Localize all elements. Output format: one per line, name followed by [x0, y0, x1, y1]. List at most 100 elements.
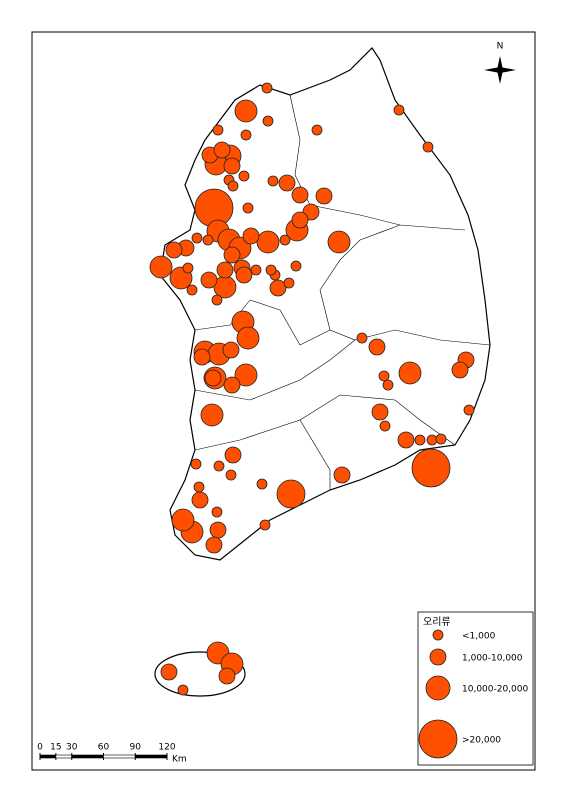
scale-segment	[55, 754, 73, 759]
occurrence-circle	[378, 370, 390, 382]
occurrence-circle	[200, 403, 224, 427]
occurrence-circle	[382, 379, 394, 391]
occurrence-circle	[371, 403, 389, 421]
occurrence-circle	[216, 261, 234, 279]
occurrence-circle	[398, 361, 422, 385]
occurrence-circle	[250, 264, 262, 276]
occurrence-circle	[283, 277, 295, 289]
occurrence-circle	[463, 404, 475, 416]
occurrence-circle	[149, 255, 173, 279]
occurrence-circle	[265, 264, 277, 276]
occurrence-circle	[191, 232, 203, 244]
occurrence-circle	[211, 294, 223, 306]
occurrence-circle	[222, 341, 240, 359]
occurrence-circle	[234, 99, 258, 123]
legend-label: 1,000-10,000	[462, 654, 523, 664]
occurrence-circle	[223, 246, 241, 264]
occurrence-circle	[160, 663, 178, 681]
occurrence-circle	[435, 433, 447, 445]
occurrence-circle	[259, 519, 271, 531]
scale-tick-label: 120	[158, 743, 175, 753]
occurrence-circle	[368, 338, 386, 356]
scale-tick-label: 30	[66, 743, 78, 753]
occurrence-circle	[333, 466, 351, 484]
occurrence-circle	[291, 186, 309, 204]
scale-tick-label: 60	[98, 743, 110, 753]
occurrence-circle	[426, 434, 438, 446]
legend-label: 10,000-20,000	[462, 685, 529, 695]
scale-unit: Km	[172, 755, 187, 765]
north-label: N	[497, 42, 504, 52]
occurrence-circle	[315, 187, 333, 205]
scale-segment	[103, 754, 136, 759]
occurrence-circle	[242, 202, 254, 214]
occurrence-circle	[267, 175, 279, 187]
occurrence-circle	[238, 170, 250, 182]
occurrence-circle	[327, 230, 351, 254]
occurrence-circle	[393, 104, 405, 116]
scale-tick-label: 90	[130, 743, 142, 753]
occurrence-circle	[279, 234, 291, 246]
occurrence-circle	[211, 506, 223, 518]
occurrence-circle	[213, 141, 231, 159]
legend-title: 오리류	[423, 616, 451, 628]
occurrence-circle	[191, 491, 209, 509]
occurrence-circle	[411, 448, 451, 488]
occurrence-circle	[193, 348, 211, 366]
occurrence-circle	[171, 508, 195, 532]
occurrence-circle	[278, 174, 296, 192]
occurrence-circle	[240, 129, 252, 141]
occurrence-circle	[422, 141, 434, 153]
occurrence-circle	[177, 684, 189, 696]
occurrence-circle	[223, 157, 241, 175]
scale-segment	[71, 754, 104, 759]
occurrence-circle	[262, 115, 274, 127]
legend-symbol	[432, 629, 444, 641]
occurrence-circle	[209, 521, 227, 539]
occurrence-circle	[269, 279, 287, 297]
occurrence-circle	[451, 361, 469, 379]
occurrence-circle	[256, 478, 268, 490]
occurrence-circle	[235, 266, 253, 284]
scale-tick-label: 15	[50, 743, 61, 753]
occurrence-circle	[356, 332, 368, 344]
occurrence-circle	[261, 82, 273, 94]
occurrence-circle	[190, 458, 202, 470]
occurrence-circle	[291, 211, 309, 229]
occurrence-circle	[256, 230, 280, 254]
occurrence-circle	[234, 363, 258, 387]
occurrence-circle	[225, 469, 237, 481]
legend-symbol	[429, 648, 447, 666]
legend-symbol	[418, 719, 458, 759]
scale-segment	[39, 754, 57, 759]
occurrence-circle	[213, 460, 225, 472]
frame	[31, 31, 536, 771]
occurrence-circle	[205, 536, 223, 554]
occurrence-circle	[397, 431, 415, 449]
occurrence-circle	[227, 180, 239, 192]
legend-symbol	[425, 675, 451, 701]
scale-segment	[134, 754, 168, 759]
occurrence-circle	[290, 260, 302, 272]
occurrence-circle	[186, 284, 198, 296]
legend-label: <1,000	[462, 632, 496, 642]
occurrence-circle	[212, 124, 224, 136]
occurrence-circle	[182, 262, 194, 274]
scale-tick-label: 0	[37, 743, 43, 753]
occurrence-circle	[236, 326, 260, 350]
occurrence-circle	[223, 376, 241, 394]
occurrence-circle	[200, 271, 218, 289]
occurrence-circle	[193, 481, 205, 493]
occurrence-circle	[276, 479, 306, 509]
occurrence-circle	[414, 434, 426, 446]
occurrence-circle	[202, 234, 214, 246]
occurrence-circle	[165, 241, 183, 259]
occurrence-circle	[204, 369, 222, 387]
north-arrow: N	[484, 42, 516, 84]
occurrence-circle	[379, 420, 391, 432]
occurrence-circle	[218, 667, 236, 685]
occurrence-circle	[224, 446, 242, 464]
occurrence-circle	[311, 124, 323, 136]
occurrence-circle	[242, 227, 260, 245]
